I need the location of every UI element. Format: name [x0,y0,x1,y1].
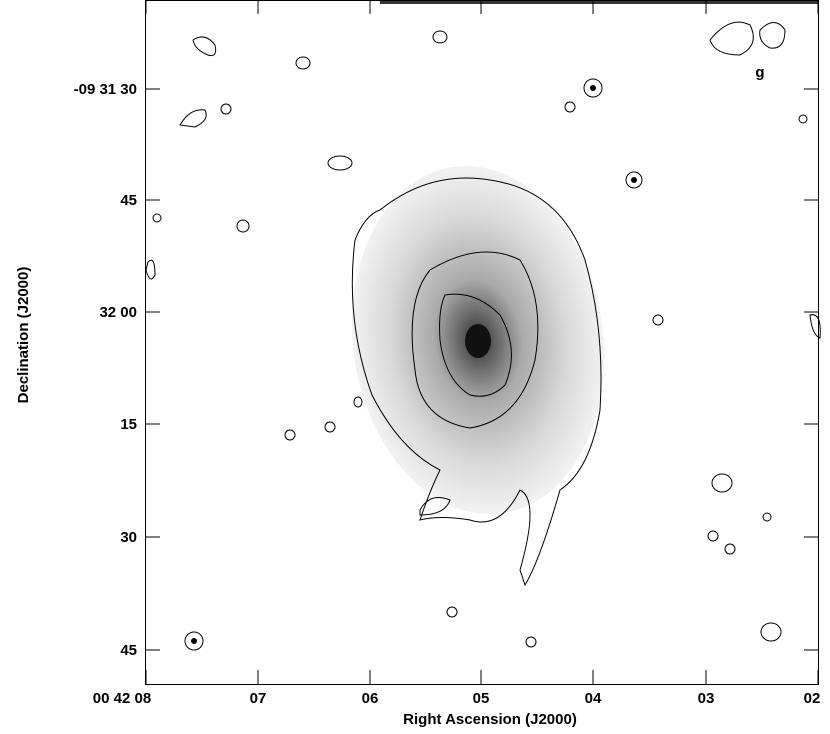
y-tick-label: 45 [120,192,137,209]
y-tick-label: -09 31 30 [74,81,137,98]
x-tick-label: 07 [250,690,267,707]
x-tick-label: 00 42 08 [93,690,151,707]
x-tick-label: 05 [473,690,490,707]
sources [145,21,821,651]
y-tick-label: 30 [120,529,137,546]
y-tick-label: 32 00 [99,304,137,321]
annotation: g [755,64,764,81]
x-axis-label: Right Ascension (J2000) [403,711,577,728]
x-tick-label: 04 [585,690,602,707]
image [145,0,821,684]
x-tick-label: 03 [698,690,715,707]
frame [145,0,819,685]
y-tick-label: 15 [120,416,137,433]
y-tick-label: 45 [120,642,137,659]
x-tick-label: 06 [362,690,379,707]
y-axis-label: Declination (J2000) [15,267,32,404]
x-tick-label: 02 [804,690,821,707]
